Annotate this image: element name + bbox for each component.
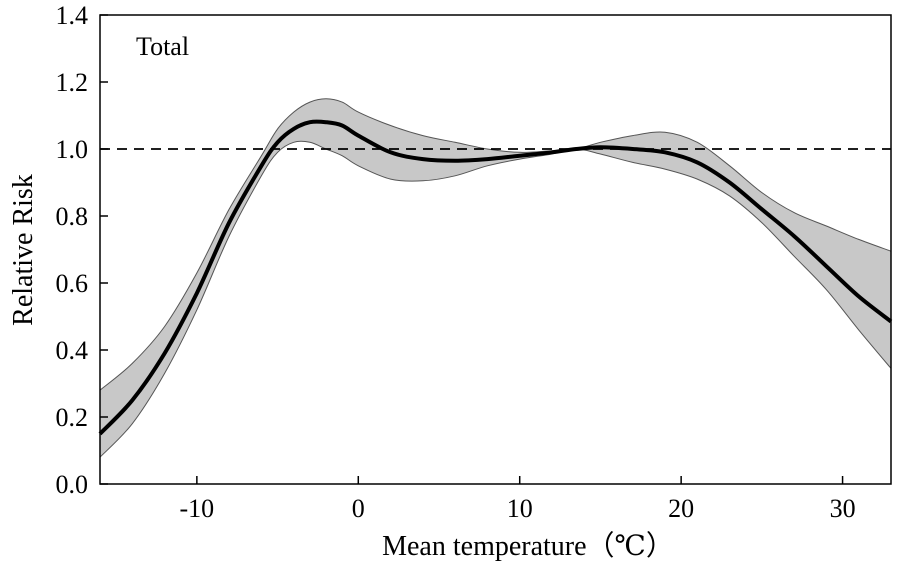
lower-ci-line <box>99 140 892 458</box>
y-tick-label: 1.4 <box>56 1 89 30</box>
plot-frame <box>99 14 892 485</box>
confidence-band <box>100 98 891 458</box>
x-tick-label: -10 <box>180 494 215 523</box>
y-tick-label: 1.2 <box>56 68 89 97</box>
x-tick-label: 20 <box>668 494 694 523</box>
x-tick-label: 0 <box>352 494 365 523</box>
y-tick-label: 0.2 <box>56 403 89 432</box>
upper-ci-line <box>99 98 892 391</box>
confidence-band-layer <box>99 98 892 458</box>
y-tick-label: 0.8 <box>56 202 89 231</box>
series-line-layer <box>98 119 893 436</box>
y-tick-label: 0.4 <box>56 336 89 365</box>
y-tick-label: 0.6 <box>56 269 89 298</box>
y-tick-label: 0.0 <box>56 470 89 499</box>
panel-label: Total <box>136 32 189 61</box>
y-axis-label: Relative Risk <box>8 174 39 326</box>
x-tick-label: 10 <box>507 494 533 523</box>
x-axis-ticks: -10 0 10 20 30 <box>180 476 856 523</box>
y-tick-label: 1.0 <box>56 135 89 164</box>
y-axis-ticks: 0.0 0.2 0.4 0.6 0.8 1.0 1.2 1.4 <box>56 1 108 499</box>
relative-risk-line <box>98 119 893 436</box>
x-tick-label: 30 <box>830 494 856 523</box>
x-axis-label: Mean temperature（℃） <box>382 530 674 562</box>
